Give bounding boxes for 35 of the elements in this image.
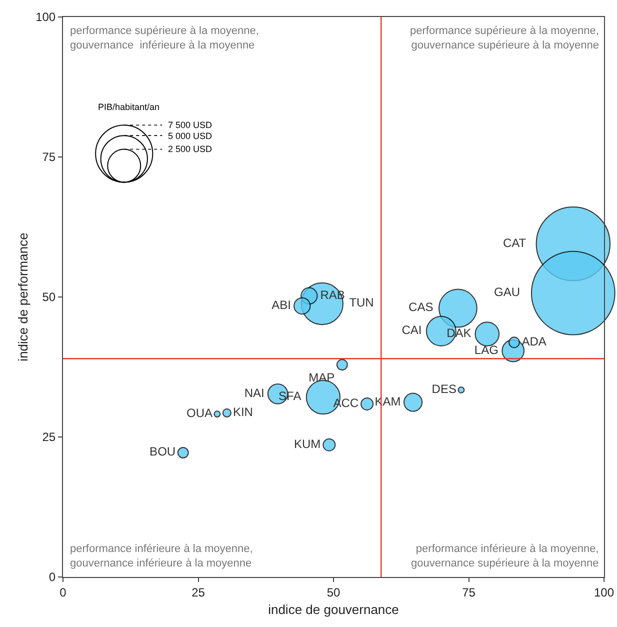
x-tick-label: 0 [60,585,67,600]
y-tick-label: 100 [36,10,56,24]
x-tick-label: 75 [462,585,476,600]
x-tick-label: 25 [192,585,206,600]
data-label: NAI [244,386,264,400]
x-tick-label: 50 [326,585,340,600]
data-label: KUM [294,436,321,451]
annotation: performance supérieure à la moyenne, gouvernance inférieure à la moyenne [70,25,259,52]
data-label: CAS [408,300,434,314]
data-label: ADA [522,334,546,348]
data-label: LAG [474,342,498,357]
x-tick-label: 100 [594,585,614,600]
y-tick-label: 0 [48,570,56,584]
legend-label: 2 500 USD [168,144,213,154]
annotation: performance supérieure à la moyenne, gouvernance supérieure à la moyenne [410,25,599,52]
annotation: performance inférieure à la moyenne, gouvernance supérieure à la moyenne [411,543,599,570]
data-label: TUN [349,296,374,310]
data-label: KIN [232,404,253,419]
data-label: MAP [308,370,335,384]
data-label: GAU [494,285,520,300]
y-axis-title: indice de performance [16,232,31,362]
data-label: BOU [150,444,176,459]
data-label: CAI [402,323,422,338]
x-axis-title: indice de gouvernance [268,602,399,617]
annotation: performance inférieure à la moyenne, gouvernance inférieure à la moyenne [70,543,253,570]
legend-label: 5 000 USD [168,131,213,141]
y-tick-label: 75 [42,150,56,164]
legend-label: 7 500 USD [168,120,213,130]
data-label: DES [432,382,456,396]
y-tick-label: 50 [42,290,56,304]
data-label: OUA [186,406,213,420]
legend-title: PIB/habitant/an [98,102,160,112]
y-tick-label: 25 [42,430,56,444]
data-label: CAT [502,236,527,250]
data-label: ABI [272,298,292,312]
